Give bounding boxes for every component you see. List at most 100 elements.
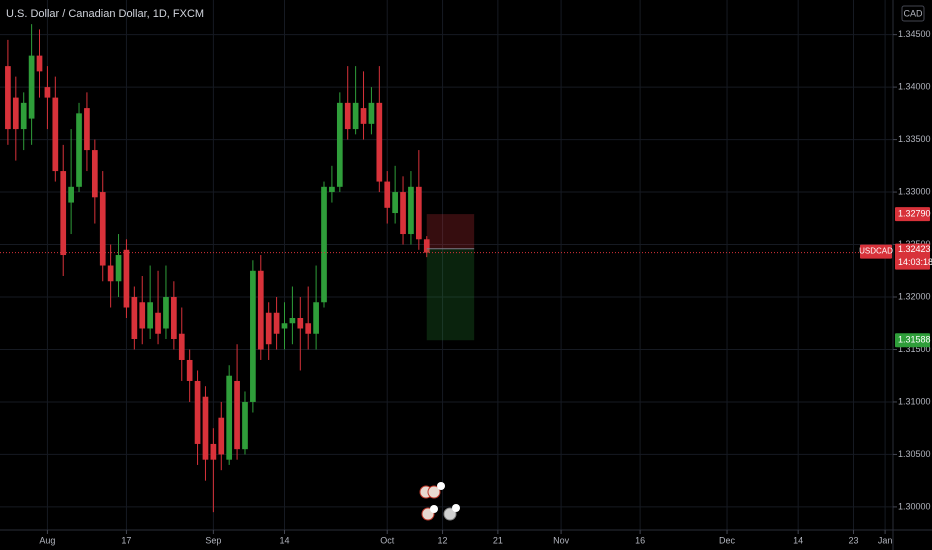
event-badge	[430, 505, 438, 513]
candle-body	[336, 102, 343, 187]
x-tick-label: Nov	[553, 535, 570, 545]
candle-body	[84, 108, 90, 151]
candle-body	[415, 186, 422, 240]
target-price-box	[895, 333, 930, 348]
candle-body	[210, 443, 217, 460]
y-tick-label: 1.30000	[898, 501, 931, 511]
x-tick-label: 16	[635, 535, 645, 545]
candle-body	[226, 375, 233, 460]
candle-body	[60, 171, 67, 256]
y-tick-label: 1.34500	[898, 29, 931, 39]
x-tick-label: Aug	[39, 535, 55, 545]
candle-body	[44, 87, 51, 98]
candle-body	[194, 380, 201, 444]
event-icon[interactable]	[443, 507, 457, 521]
candle-body	[5, 66, 11, 130]
last-price-label: 1.32423	[898, 244, 931, 254]
candle-body	[202, 396, 209, 460]
candle-body	[257, 270, 264, 350]
grid	[0, 0, 893, 530]
y-tick-label: 1.31500	[898, 344, 931, 354]
candle-body	[313, 302, 319, 334]
target-zone[interactable]	[426, 248, 475, 341]
y-tick-label: 1.32000	[898, 291, 931, 301]
candle-body	[178, 333, 185, 360]
candle-body	[123, 249, 130, 308]
candle-body	[147, 302, 153, 329]
event-icons[interactable]	[419, 482, 460, 521]
candle-body	[305, 323, 312, 334]
candle-body	[384, 181, 391, 208]
candle-body	[99, 192, 106, 266]
candle-body	[352, 102, 359, 130]
candle-body	[36, 55, 43, 72]
symbol-label: USDCAD	[859, 247, 893, 256]
event-icon[interactable]	[427, 485, 441, 499]
stop-price-box	[895, 207, 930, 222]
candle-body	[115, 255, 122, 282]
candle-body	[265, 312, 272, 345]
last-price-box	[895, 243, 930, 270]
x-tick-label: 14	[279, 535, 289, 545]
candle-body	[321, 186, 327, 303]
candle-body	[400, 192, 406, 235]
candle-body	[68, 186, 74, 203]
currency-box[interactable]	[901, 5, 925, 22]
y-tick-label: 1.34000	[898, 81, 931, 91]
candle-body	[131, 297, 138, 339]
candle-body	[273, 312, 280, 334]
target-price-label: 1.31588	[898, 335, 931, 345]
candle-body	[163, 297, 169, 329]
candle-body	[329, 186, 335, 193]
y-tick-label: 1.30500	[898, 449, 931, 459]
candle-body	[139, 302, 146, 329]
candle-body	[242, 401, 248, 450]
stop-price-label: 1.32790	[898, 208, 931, 218]
candle-body	[368, 102, 375, 124]
y-tick-label: 1.33500	[898, 134, 931, 144]
candle-body	[250, 270, 256, 402]
candle-body	[392, 192, 398, 214]
x-tick-label: 23	[848, 535, 858, 545]
x-tick-label: 12	[438, 535, 448, 545]
x-tick-label: 17	[121, 535, 131, 545]
candle-body	[155, 312, 161, 334]
event-badge	[452, 504, 460, 512]
candle-body	[423, 239, 430, 253]
candle-body	[281, 323, 288, 329]
candle-body	[360, 108, 367, 124]
x-tick-label: 21	[493, 535, 503, 545]
x-tick-label: Jan	[878, 535, 893, 545]
stop-zone[interactable]	[426, 214, 475, 249]
countdown-label: 14:03:18	[898, 257, 932, 267]
candle-body	[234, 380, 240, 450]
candle-body	[28, 55, 35, 119]
chart-title: U.S. Dollar / Canadian Dollar, 1D, FXCM	[6, 8, 204, 20]
candle-body	[218, 417, 225, 455]
x-tick-label: Dec	[719, 535, 736, 545]
candle-body	[408, 186, 414, 235]
candle-body	[376, 102, 383, 182]
x-tick-label: Sep	[205, 535, 221, 545]
currency-label[interactable]: CAD	[903, 8, 923, 18]
candle-body	[344, 102, 351, 130]
x-tick-label: 14	[793, 535, 803, 545]
candle-body	[52, 97, 59, 172]
y-tick-label: 1.33000	[898, 186, 931, 196]
candle-body	[76, 113, 82, 187]
candle-body	[12, 97, 19, 130]
plot	[0, 24, 893, 513]
candle-body	[91, 150, 98, 198]
candle-body	[171, 297, 177, 339]
candle-body	[297, 318, 304, 329]
event-badge	[437, 482, 445, 490]
candle-body	[289, 318, 296, 324]
candle-body	[20, 102, 27, 130]
candle-body	[186, 359, 193, 381]
x-tick-label: Oct	[380, 535, 395, 545]
symbol-box	[860, 244, 892, 259]
y-tick-label: 1.31000	[898, 396, 931, 406]
candle-body	[107, 265, 114, 282]
